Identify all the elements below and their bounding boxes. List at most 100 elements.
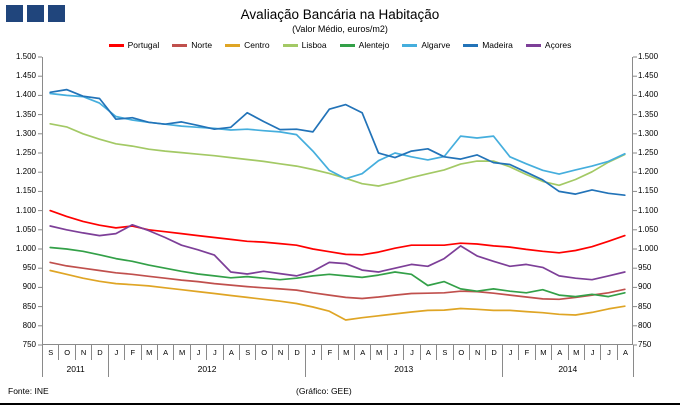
y-tick-label-left: 1.250 — [15, 148, 36, 157]
logo-square — [48, 5, 65, 22]
x-tick-month: A — [222, 345, 239, 360]
x-tick-month: M — [337, 345, 354, 360]
x-tick-month: M — [567, 345, 584, 360]
x-tick-month: D — [288, 345, 304, 360]
legend-item-centro: Centro — [225, 40, 270, 50]
x-tick-month: N — [271, 345, 288, 360]
legend-item-norte: Norte — [172, 40, 212, 50]
y-tick-label-right: 1.500 — [638, 52, 659, 61]
y-tick-label-left: 1.350 — [15, 109, 36, 119]
series-line-norte — [49, 261, 626, 301]
y-tick-label-right: 1.450 — [638, 71, 659, 81]
legend-item-portugal: Portugal — [108, 40, 159, 50]
x-tick-month: S — [239, 345, 255, 360]
x-tick-month: O — [58, 345, 74, 360]
logo-square — [6, 5, 23, 22]
x-tick-month: A — [551, 345, 567, 360]
plot-svg — [38, 56, 637, 346]
y-tick-label-right: 950 — [638, 263, 652, 273]
x-tick-month: A — [616, 345, 633, 360]
x-tick-month: J — [583, 345, 600, 360]
legend-label: Centro — [244, 40, 270, 50]
legend-item-alentejo: Alentejo — [339, 40, 390, 50]
y-tick-label-left: 1.400 — [15, 90, 36, 100]
y-tick-label-left: 850 — [22, 301, 36, 311]
x-tick-month: S — [42, 345, 58, 360]
y-tick-label-left: 900 — [22, 282, 36, 292]
y-tick-label-left: 1.100 — [15, 205, 36, 215]
x-tick-year: 2011 — [42, 360, 108, 377]
y-tick-label-left: 1.500 — [15, 52, 36, 61]
y-tick-label-right: 1.300 — [638, 128, 659, 138]
x-tick-month: O — [452, 345, 469, 360]
x-tick-month: J — [501, 345, 518, 360]
legend: Portugal Norte Centro Lisboa Alentejo Algarve… — [0, 40, 680, 50]
x-tick-month: J — [107, 345, 124, 360]
credit-note: (Gráfico: GEE) — [296, 386, 352, 396]
chart-subtitle: (Valor Médio, euros/m2) — [292, 24, 388, 34]
x-tick-month: J — [403, 345, 419, 360]
legend-swatch — [402, 43, 418, 47]
y-tick-label-right: 750 — [638, 340, 652, 349]
logo-squares — [6, 5, 65, 22]
x-tick-year: 2014 — [501, 360, 633, 377]
series-line-lisboa — [49, 122, 626, 187]
logo-square — [27, 5, 44, 22]
series-line-centro — [49, 269, 626, 321]
legend-label: Açores — [544, 40, 572, 50]
bottom-rule — [0, 403, 680, 405]
series-line-alentejo — [49, 246, 626, 298]
legend-swatch — [282, 43, 298, 47]
legend-label: Lisboa — [301, 40, 327, 50]
legend-item-lisboa: Lisboa — [282, 40, 327, 50]
x-tick-month: F — [518, 345, 534, 360]
x-tick-month: A — [419, 345, 436, 360]
x-tick-month: F — [124, 345, 140, 360]
x-tick-month: J — [600, 345, 616, 360]
x-tick-month: J — [189, 345, 206, 360]
y-tick-label-right: 1.000 — [638, 244, 659, 253]
y-tick-label-left: 950 — [22, 263, 36, 273]
legend-swatch — [172, 43, 188, 47]
y-tick-label-right: 800 — [638, 320, 652, 330]
x-tick-year: 2012 — [108, 360, 305, 377]
x-tick-year: 2013 — [304, 360, 502, 377]
y-tick-label-right: 1.150 — [638, 186, 659, 196]
series-line-açores — [49, 223, 626, 281]
legend-swatch — [339, 43, 355, 47]
x-tick-month: O — [255, 345, 271, 360]
x-axis-year-labels: 2011 2012 2013 2014 — [42, 360, 634, 377]
y-tick-label-right: 1.100 — [638, 205, 659, 215]
x-tick-month: S — [436, 345, 452, 360]
source-note: Fonte: INE — [8, 386, 49, 396]
y-tick-label-left: 1.050 — [15, 224, 36, 234]
y-tick-label-left: 750 — [22, 340, 36, 349]
x-tick-month: N — [468, 345, 485, 360]
legend-item-açores: Açores — [525, 40, 572, 50]
y-tick-label-left: 1.450 — [15, 71, 36, 81]
x-tick-month: J — [386, 345, 403, 360]
y-tick-label-right: 1.050 — [638, 224, 659, 234]
y-tick-label-left: 1.200 — [15, 167, 36, 177]
series-line-madeira — [49, 88, 626, 197]
x-tick-month: M — [534, 345, 551, 360]
x-tick-month: J — [206, 345, 222, 360]
y-tick-label-right: 850 — [638, 301, 652, 311]
x-tick-month: M — [370, 345, 386, 360]
series-line-portugal — [49, 209, 626, 256]
x-tick-month: N — [74, 345, 91, 360]
y-tick-label-left: 1.000 — [15, 244, 36, 253]
x-tick-month: J — [304, 345, 321, 360]
legend-label: Alentejo — [358, 40, 390, 50]
legend-swatch — [108, 43, 124, 47]
legend-swatch — [525, 43, 541, 47]
y-tick-label-right: 900 — [638, 282, 652, 292]
x-tick-month: F — [321, 345, 337, 360]
legend-label: Norte — [191, 40, 213, 50]
legend-label: Algarve — [421, 40, 451, 50]
legend-item-madeira: Madeira — [463, 40, 513, 50]
y-tick-label-left: 1.300 — [15, 128, 36, 138]
chart-title: Avaliação Bancária na Habitação — [240, 7, 440, 22]
